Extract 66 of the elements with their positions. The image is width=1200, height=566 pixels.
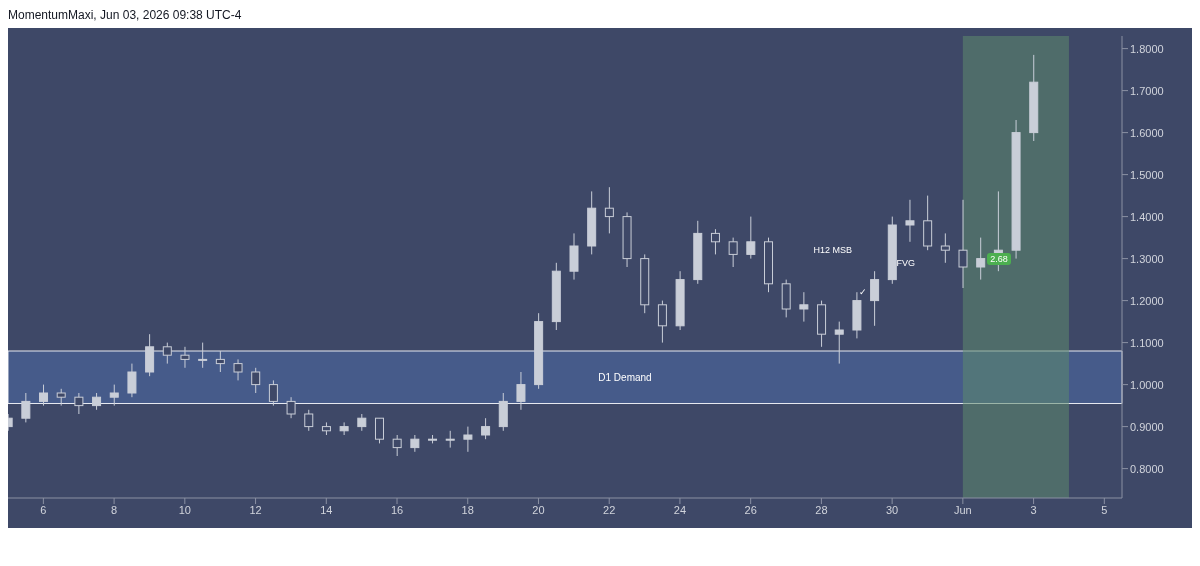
candlestick [604, 186, 614, 234]
band-label: D1 Demand [598, 371, 652, 383]
candlestick [516, 371, 526, 411]
y-tick-label: 1.5000 [1130, 168, 1164, 181]
candlestick [463, 426, 473, 453]
annotation: FVG [896, 257, 916, 268]
x-tick-label: 16 [390, 503, 404, 516]
x-tick-label: 20 [532, 503, 545, 516]
candlestick [976, 237, 986, 281]
y-tick-label: 1.6000 [1130, 126, 1164, 139]
candlestick [127, 363, 137, 398]
candlestick [180, 346, 190, 369]
y-tick-label: 0.9000 [1130, 420, 1164, 433]
x-tick-label: 22 [603, 503, 616, 516]
candlestick [374, 417, 384, 444]
x-tick-label: Jun [953, 503, 972, 516]
x-tick-label: 8 [111, 503, 118, 516]
candlestick [251, 367, 261, 394]
candlestick [268, 379, 278, 407]
x-tick-label: 14 [320, 503, 333, 516]
y-tick-label: 1.8000 [1130, 42, 1164, 55]
x-tick-label: 30 [886, 503, 899, 516]
candlestick [657, 300, 667, 344]
candlestick [39, 384, 49, 407]
x-tick-label: 12 [249, 503, 262, 516]
x-tick-label: 5 [1101, 503, 1108, 516]
y-tick-label: 1.2000 [1130, 294, 1164, 307]
candlestick [286, 396, 296, 419]
candlestick [799, 291, 809, 323]
x-tick-label: 10 [178, 503, 191, 516]
annotation: H12 MSB [813, 244, 853, 255]
x-tick-label: 26 [744, 503, 757, 516]
y-tick-label: 1.7000 [1130, 84, 1164, 97]
candlestick [21, 392, 31, 423]
y-tick-label: 1.3000 [1130, 252, 1164, 265]
annotation: ✓ [858, 287, 867, 298]
candlestick [74, 392, 84, 415]
y-tick-label: 1.0000 [1130, 378, 1164, 391]
x-tick-label: 18 [461, 503, 474, 516]
x-tick-label: 28 [815, 503, 828, 516]
candlestick [198, 342, 208, 369]
candlestick [834, 321, 844, 365]
candlestick [233, 358, 243, 381]
annotation: 2.68 [987, 252, 1011, 265]
text: MomentumMaxi, Jun 03, 2026 09:38 UTC-4 [8, 8, 243, 24]
y-tick-label: 1.1000 [1130, 336, 1164, 349]
candlestick [481, 417, 491, 440]
candlestick [958, 199, 968, 289]
candlestick [746, 216, 756, 260]
candlestick [392, 434, 402, 457]
x-tick-label: 24 [673, 503, 687, 516]
candlestick [304, 409, 314, 432]
y-tick-label: 1.4000 [1130, 210, 1164, 223]
x-tick-label: 6 [40, 503, 47, 516]
candlestick [339, 421, 349, 436]
y-tick-label: 0.8000 [1130, 462, 1164, 475]
x-tick-label: 3 [1030, 503, 1037, 516]
candlestick [905, 199, 915, 243]
candlestick [410, 434, 420, 453]
candlestick [870, 270, 880, 327]
candlestick [940, 232, 950, 264]
candlestick [728, 237, 738, 268]
candlestick [710, 228, 720, 255]
candlestick [109, 384, 119, 407]
candlestick [215, 350, 225, 373]
candlestick [162, 342, 172, 365]
